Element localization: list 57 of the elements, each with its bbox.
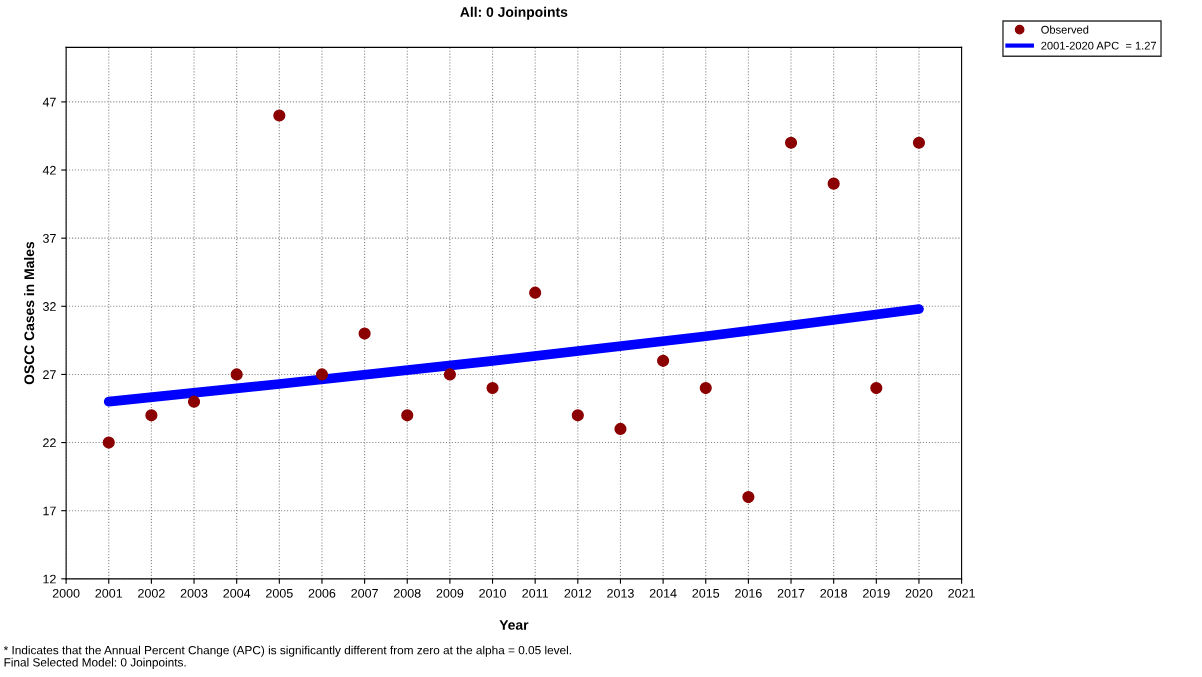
point (358, 327, 371, 340)
x-tick-label: 2003 (180, 588, 208, 598)
x-tick-label: 2014 (649, 588, 677, 598)
chart-title: All: 0 Joinpoints (460, 6, 568, 20)
y-tick-label: 37 (42, 233, 56, 243)
x-axis-title: Year (499, 620, 529, 630)
legend-label: 2001-2020 APC = 1.27 (1041, 41, 1157, 50)
x-tick-label: 2019 (863, 588, 890, 598)
point (443, 368, 456, 381)
point (784, 136, 798, 149)
y-axis-title: OSCC Cases in Males (23, 241, 35, 385)
x-tick-label: 2002 (138, 588, 165, 598)
y-tick-label: 27 (43, 370, 56, 379)
x-tick-label: 2000 (52, 588, 80, 598)
text: Final Selected Model: 0 Joinpoints. (4, 657, 186, 669)
x-tick-label: 2013 (607, 588, 634, 598)
point (529, 286, 542, 299)
text: * Indicates that the Annual Percent Change (APC) is significantly different from zero at the alpha = 0.05 level. (3, 645, 571, 657)
point (102, 436, 115, 449)
x-tick-label: 2011 (522, 588, 549, 598)
y-tick-label: 17 (43, 506, 56, 516)
point (870, 381, 883, 395)
point (742, 490, 755, 504)
x-tick-label: 2004 (223, 588, 251, 598)
x-tick-label: 2015 (692, 588, 720, 598)
y-tick-label: 22 (43, 438, 56, 448)
point (315, 368, 329, 381)
point (912, 136, 926, 149)
y-tick-label: 42 (42, 165, 56, 175)
x-tick-label: 2001 (95, 588, 123, 598)
point (827, 177, 840, 190)
point (486, 381, 499, 395)
x-tick-label: 2009 (436, 588, 464, 598)
x-tick-label: 2021 (948, 588, 975, 598)
point (614, 422, 627, 436)
point (145, 409, 158, 422)
x-tick-label: 2007 (351, 588, 378, 598)
point (230, 368, 243, 381)
x-tick-label: 2005 (266, 588, 293, 598)
point (273, 109, 286, 122)
y-tick-label: 32 (42, 302, 56, 311)
x-tick-label: 2010 (479, 588, 506, 598)
point (657, 354, 670, 367)
point (401, 409, 414, 422)
x-tick-label: 2017 (777, 588, 805, 598)
x-tick-label: 2008 (393, 588, 421, 598)
x-tick-label: 2018 (820, 588, 848, 598)
x-tick-label: 2020 (905, 588, 933, 598)
point (187, 395, 201, 408)
y-tick-label: 47 (42, 97, 56, 107)
x-tick-label: 2012 (564, 588, 592, 598)
point (699, 381, 712, 395)
x-tick-label: 2016 (735, 588, 762, 598)
point (571, 409, 584, 422)
y-tick-label: 12 (43, 574, 56, 584)
legend-label: Observed (1041, 25, 1089, 34)
x-tick-label: 2006 (308, 588, 336, 598)
